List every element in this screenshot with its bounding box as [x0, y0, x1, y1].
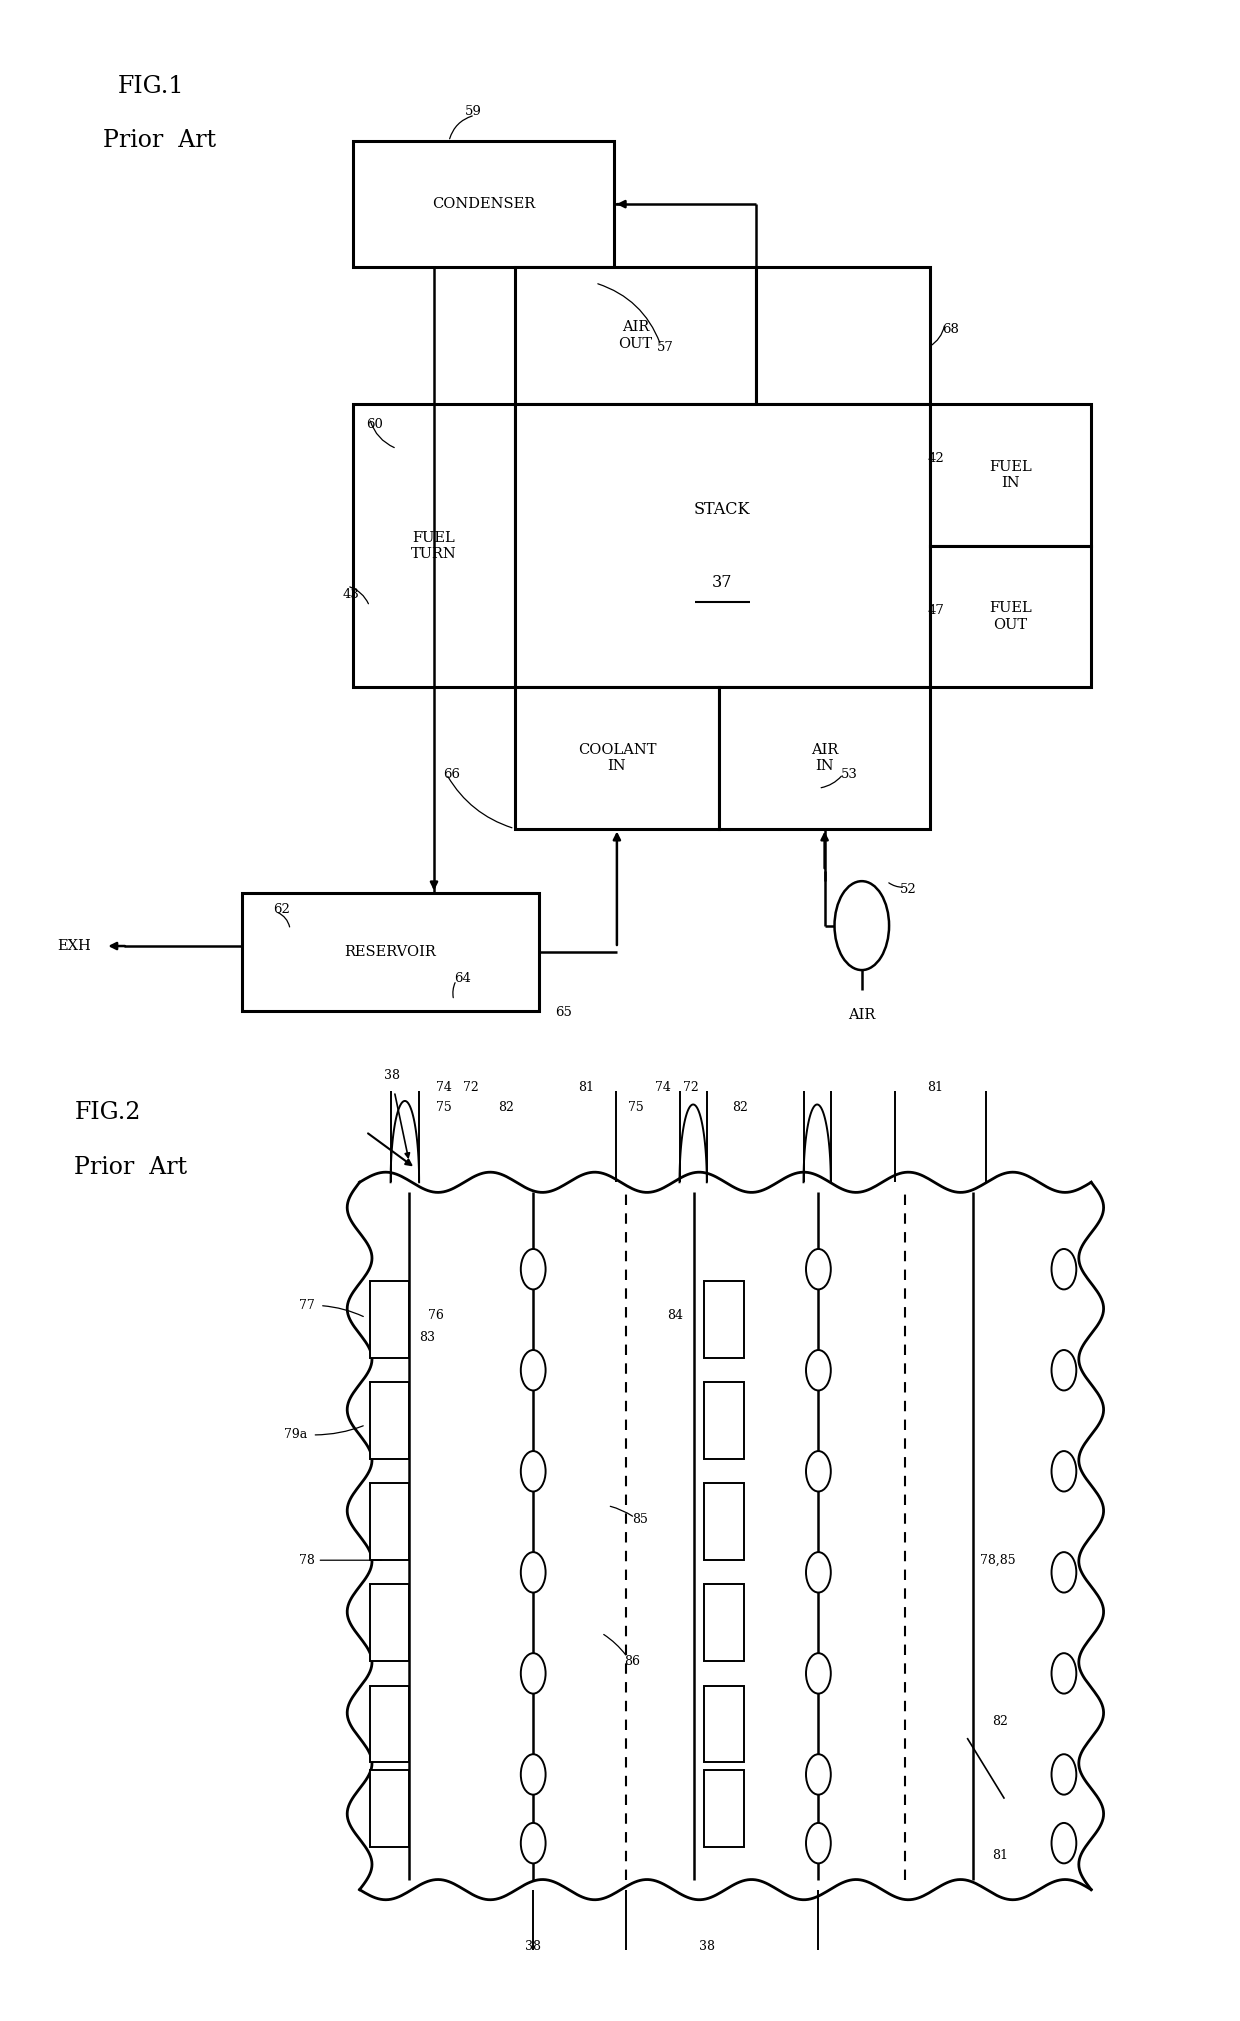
Circle shape	[521, 1823, 546, 1863]
Text: 84: 84	[667, 1310, 683, 1322]
Text: 66: 66	[443, 768, 460, 780]
Circle shape	[1052, 1350, 1076, 1390]
Text: FUEL
OUT: FUEL OUT	[990, 602, 1032, 631]
Bar	[704, 1686, 744, 1762]
Text: 43: 43	[342, 588, 360, 600]
Text: 83: 83	[419, 1332, 435, 1344]
Text: 60: 60	[366, 418, 383, 430]
Text: FIG.1: FIG.1	[118, 75, 185, 97]
Circle shape	[806, 1754, 831, 1795]
Bar	[370, 1584, 409, 1661]
Bar	[370, 1382, 409, 1459]
Circle shape	[1052, 1653, 1076, 1694]
Bar	[370, 1483, 409, 1560]
Circle shape	[1052, 1451, 1076, 1491]
Text: 75: 75	[436, 1101, 451, 1114]
Text: 76: 76	[428, 1310, 444, 1322]
Bar	[370, 1770, 409, 1847]
Text: 64: 64	[454, 972, 471, 984]
Text: Prior  Art: Prior Art	[103, 129, 216, 152]
Text: 72: 72	[683, 1081, 698, 1093]
Circle shape	[806, 1653, 831, 1694]
Text: AIR: AIR	[848, 1008, 875, 1021]
Text: 78: 78	[299, 1554, 315, 1566]
Text: RESERVOIR: RESERVOIR	[345, 946, 436, 958]
Text: 81: 81	[928, 1081, 944, 1093]
Circle shape	[1052, 1552, 1076, 1593]
Text: 38: 38	[526, 1940, 541, 1952]
Bar	[370, 1281, 409, 1358]
Text: 47: 47	[928, 604, 945, 616]
Bar	[370, 1686, 409, 1762]
Bar	[704, 1483, 744, 1560]
Bar	[353, 404, 515, 687]
Text: 85: 85	[632, 1514, 649, 1526]
Text: 57: 57	[657, 342, 675, 354]
Text: Prior  Art: Prior Art	[74, 1156, 187, 1178]
Circle shape	[521, 1653, 546, 1694]
Text: 53: 53	[841, 768, 858, 780]
Circle shape	[521, 1249, 546, 1289]
Text: 77: 77	[299, 1300, 315, 1312]
Text: AIR
IN: AIR IN	[811, 744, 838, 772]
Circle shape	[1052, 1823, 1076, 1863]
Bar	[704, 1770, 744, 1847]
Bar	[930, 404, 1091, 546]
Circle shape	[806, 1823, 831, 1863]
Text: EXH: EXH	[57, 940, 92, 954]
Bar	[242, 893, 539, 1010]
Text: 37: 37	[712, 574, 733, 590]
Text: FIG.2: FIG.2	[74, 1101, 141, 1124]
Bar	[515, 687, 719, 829]
Bar	[704, 1382, 744, 1459]
Text: 42: 42	[928, 453, 945, 465]
Text: 82: 82	[498, 1101, 513, 1114]
Bar	[756, 267, 930, 404]
Circle shape	[806, 1249, 831, 1289]
Text: FUEL
IN: FUEL IN	[990, 461, 1032, 489]
Text: AIR
OUT: AIR OUT	[619, 321, 652, 350]
Text: 75: 75	[629, 1101, 644, 1114]
Bar	[515, 404, 930, 687]
Bar	[719, 687, 930, 829]
Circle shape	[835, 881, 889, 970]
Text: 81: 81	[992, 1849, 1008, 1861]
Text: 52: 52	[900, 883, 918, 895]
Bar	[704, 1281, 744, 1358]
Bar	[930, 546, 1091, 687]
Circle shape	[521, 1350, 546, 1390]
Circle shape	[1052, 1754, 1076, 1795]
Text: 62: 62	[273, 903, 290, 916]
Text: 59: 59	[465, 105, 482, 117]
Circle shape	[1052, 1249, 1076, 1289]
Text: STACK: STACK	[694, 501, 750, 517]
Text: CONDENSER: CONDENSER	[432, 198, 536, 210]
Circle shape	[521, 1552, 546, 1593]
Text: 86: 86	[624, 1655, 640, 1667]
Bar	[353, 141, 614, 267]
Text: 79a: 79a	[284, 1429, 308, 1441]
Text: FUEL
TURN: FUEL TURN	[412, 532, 456, 560]
Circle shape	[521, 1451, 546, 1491]
Text: 72: 72	[464, 1081, 479, 1093]
Text: 81: 81	[579, 1081, 594, 1093]
Text: 65: 65	[556, 1006, 573, 1019]
Text: 82: 82	[733, 1101, 748, 1114]
Text: 78,85: 78,85	[980, 1554, 1016, 1566]
Text: 74: 74	[436, 1081, 451, 1093]
Text: 68: 68	[942, 323, 960, 335]
Circle shape	[806, 1451, 831, 1491]
Text: 38: 38	[384, 1069, 401, 1081]
Text: COOLANT
IN: COOLANT IN	[578, 744, 656, 772]
Circle shape	[806, 1350, 831, 1390]
Bar	[704, 1584, 744, 1661]
Circle shape	[806, 1552, 831, 1593]
Circle shape	[521, 1754, 546, 1795]
Text: 82: 82	[992, 1716, 1008, 1728]
Text: 74: 74	[656, 1081, 671, 1093]
Text: 38: 38	[699, 1940, 714, 1952]
Bar	[515, 267, 756, 404]
